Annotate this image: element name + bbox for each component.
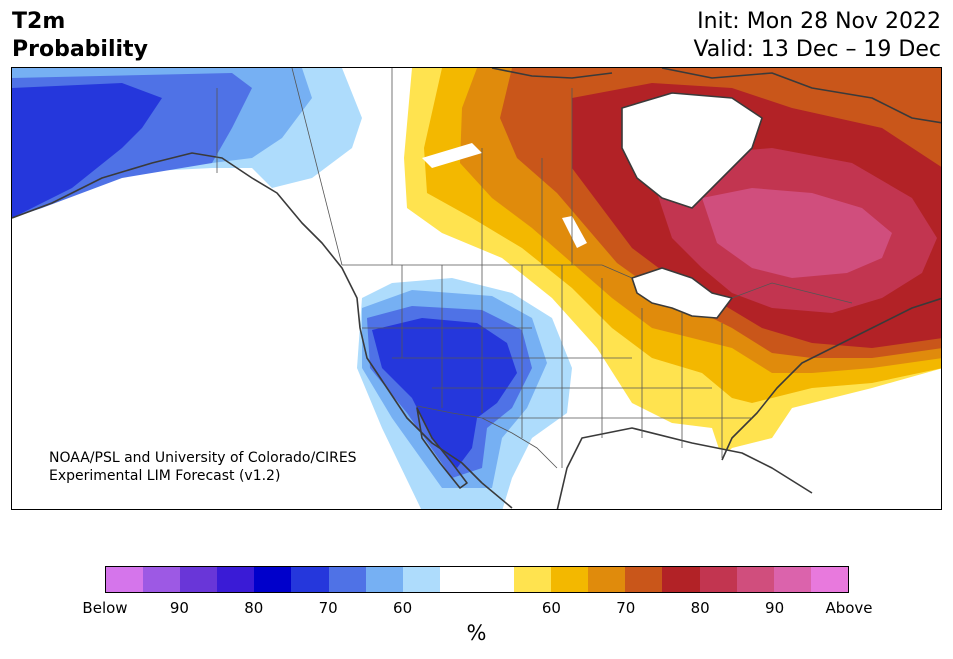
great-lakes-shore [631, 267, 733, 319]
gulf-coastline [481, 427, 813, 509]
us-mexico-border [416, 405, 558, 469]
colorbar-swatch [551, 567, 589, 592]
colorbar-tick-label: 60 [393, 599, 413, 617]
date-info: Init: Mon 28 Nov 2022 Valid: 13 Dec – 19… [693, 8, 941, 64]
great-slave-lake [422, 143, 482, 168]
prob-contour-cold-80 [12, 83, 162, 218]
gulf-of-mexico [552, 428, 812, 509]
credit-text: NOAA/PSL and University of Colorado/CIRE… [49, 449, 357, 485]
colorbar-tick-label: Above [825, 599, 873, 617]
prob-contour-warm-90 [702, 188, 892, 278]
colorbar-swatch [143, 567, 181, 592]
colorbar-swatch [662, 567, 700, 592]
hudson-bay [622, 93, 762, 208]
title-line-1: T2m [12, 9, 66, 34]
colorbar-swatch [365, 567, 403, 592]
probability-map [11, 67, 942, 510]
colorbar-swatch [291, 567, 329, 592]
colorbar-swatch [106, 567, 144, 592]
colorbar-swatch [699, 567, 737, 592]
lake-winnipeg [562, 216, 587, 248]
colorbar-swatch [328, 567, 366, 592]
colorbar-tick-label: 60 [541, 599, 561, 617]
credit-line-2: Experimental LIM Forecast (v1.2) [49, 468, 281, 484]
valid-date: Valid: 13 Dec – 19 Dec [693, 37, 941, 62]
boundaries [12, 68, 941, 509]
colorbar-tick-label: 70 [616, 599, 636, 617]
colorbar-swatch [588, 567, 626, 592]
baja-peninsula [416, 407, 468, 489]
state-lines [362, 265, 752, 468]
colorbar-swatch [625, 567, 663, 592]
province-lines [291, 68, 573, 266]
colorbar-swatch [810, 567, 848, 592]
colorbar-tick-label: Below [82, 599, 128, 617]
hudson-bay-shore [621, 92, 763, 209]
political-borders [216, 68, 853, 469]
colorbar-ticks: Below 90 80 70 60 60 70 80 90 Above [82, 599, 872, 619]
atlantic-coastline [721, 297, 941, 461]
title-line-2: Probability [12, 37, 148, 62]
cold-shading [12, 68, 572, 509]
great-lakes [632, 268, 732, 318]
pacific-coastline [12, 152, 483, 484]
colorbar-tick-label: 90 [765, 599, 785, 617]
colorbar-tick-label: 80 [690, 599, 710, 617]
prob-contour-cold-80-sw [372, 318, 517, 468]
colorbar-tick-label: 90 [169, 599, 189, 617]
colorbar-swatch [773, 567, 811, 592]
colorbar-swatch [254, 567, 292, 592]
init-date: Init: Mon 28 Nov 2022 [697, 9, 941, 34]
colorbar [105, 566, 849, 593]
colorbar-unit: % [466, 621, 487, 645]
colorbar-swatch [180, 567, 218, 592]
arctic-islands [491, 68, 941, 124]
colorbar-swatch [217, 567, 255, 592]
colorbar-tick-label: 70 [318, 599, 338, 617]
water-bodies [422, 93, 812, 509]
colorbar-swatch [514, 567, 552, 592]
colorbar-swatch [402, 567, 440, 592]
credit-line-1: NOAA/PSL and University of Colorado/CIRE… [49, 450, 357, 466]
colorbar-swatch [439, 567, 477, 592]
chart-title: T2m Probability [12, 8, 148, 64]
map-canvas [12, 68, 941, 509]
colorbar-swatch [736, 567, 774, 592]
colorbar-swatch [476, 567, 515, 592]
colorbar-tick-label: 80 [244, 599, 264, 617]
